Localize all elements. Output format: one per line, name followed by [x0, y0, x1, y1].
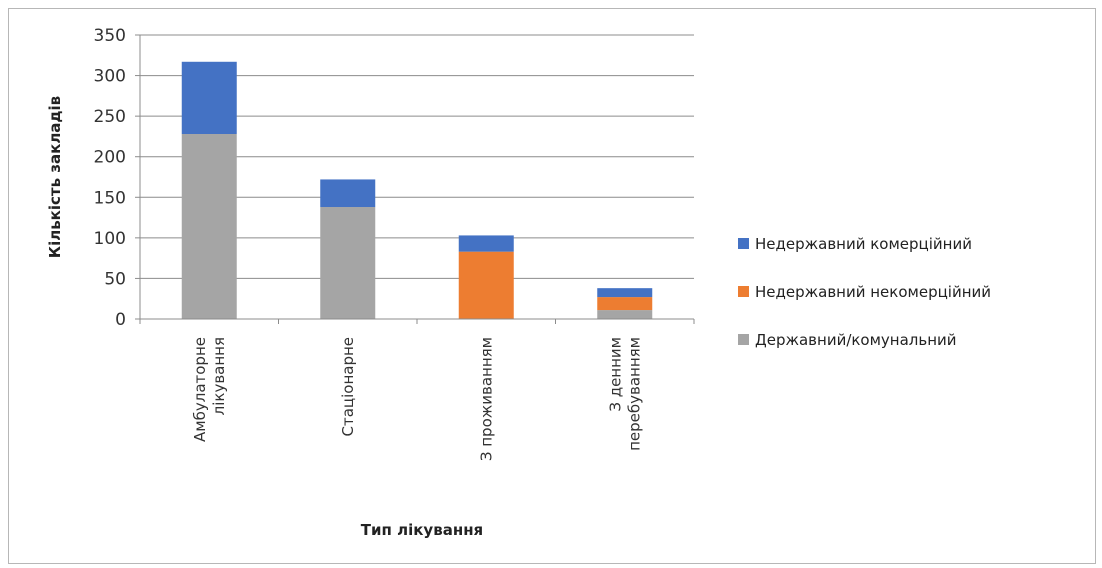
bar-1-series-1 — [181, 133, 237, 319]
category-label-3: З проживанням — [477, 337, 495, 461]
category-label-1: Амбулаторне лікування — [191, 337, 228, 442]
x-category-labels: Амбулаторне лікування Стаціонарне З прожива… — [191, 337, 644, 461]
y-tick-label-350: 350 — [94, 26, 126, 46]
category-label-3-line-1: З проживанням — [477, 337, 495, 461]
category-label-4-line-1: З денним — [606, 337, 624, 412]
y-axis-title: Кількість закладів — [46, 96, 64, 258]
bar-2-series-1 — [320, 207, 376, 319]
y-tick-label-50: 50 — [104, 269, 126, 289]
bar-2-series-3 — [320, 179, 376, 208]
x-axis-title: Тип лікування — [361, 521, 483, 539]
bar-4-series-1 — [597, 310, 653, 319]
legend-swatch-3 — [738, 334, 749, 345]
legend-swatch-1 — [738, 238, 749, 249]
legend: Недержавний комерційний Недержавний неком… — [738, 235, 991, 349]
category-label-2: Стаціонарне — [339, 337, 357, 437]
bar-1-series-3 — [181, 61, 237, 134]
legend-label-2: Недержавний некомерційний — [755, 283, 991, 301]
bar-3-series-2 — [458, 251, 514, 319]
bar-4-series-2 — [597, 297, 653, 311]
legend-swatch-2 — [738, 286, 749, 297]
legend-label-1: Недержавний комерційний — [755, 235, 972, 253]
y-tick-labels: 0 50 100 150 200 250 300 350 — [94, 26, 126, 330]
bar-4-series-3 — [597, 288, 653, 298]
legend-label-3: Державний/комунальний — [755, 331, 957, 349]
axes — [135, 34, 695, 324]
category-label-2-line-1: Стаціонарне — [339, 337, 357, 437]
y-tick-label-150: 150 — [94, 188, 126, 208]
bars — [181, 61, 653, 319]
category-label-4: З денним перебуванням — [606, 337, 643, 451]
bar-3-series-3 — [458, 235, 514, 252]
category-label-1-line-1: Амбулаторне — [191, 337, 209, 442]
category-label-1-line-2: лікування — [210, 337, 228, 415]
y-tick-label-250: 250 — [94, 107, 126, 127]
y-tick-label-200: 200 — [94, 148, 126, 168]
category-label-4-line-2: перебуванням — [625, 337, 643, 451]
y-tick-label-0: 0 — [115, 310, 126, 330]
y-tick-label-300: 300 — [94, 67, 126, 87]
y-tick-label-100: 100 — [94, 229, 126, 249]
